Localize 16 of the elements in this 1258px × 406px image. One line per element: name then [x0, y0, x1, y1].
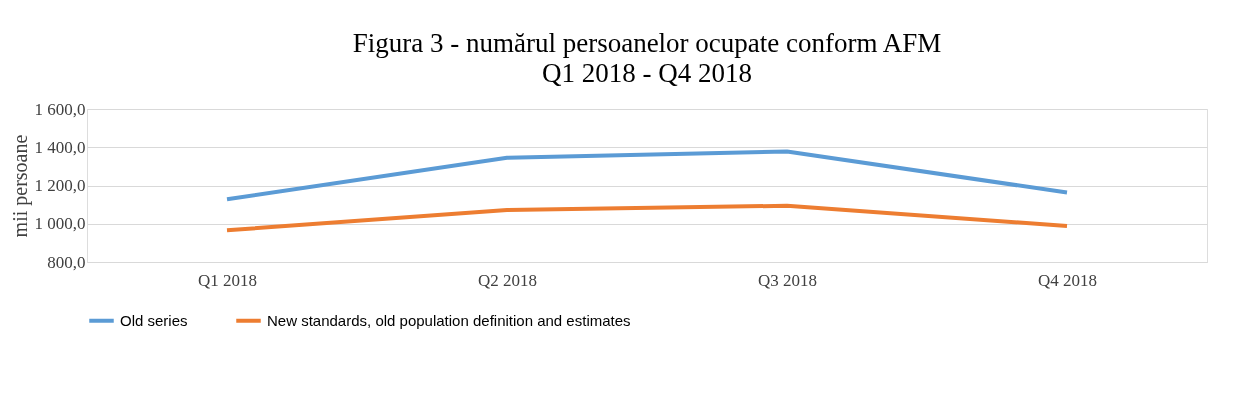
y-tick-label: 1 400,0 [34, 137, 86, 157]
x-tick-label: Q2 2018 [477, 270, 538, 290]
y-tick-label: 800,0 [47, 252, 86, 272]
legend-label: New standards, old population definition and estimates [267, 311, 631, 329]
x-tick-label: Q4 2018 [1037, 270, 1098, 290]
legend-label: Old series [120, 311, 188, 329]
y-axis-title: mii persoane [8, 134, 32, 238]
x-tick-label: Q1 2018 [197, 270, 258, 290]
y-tick-label: 1 000,0 [34, 214, 86, 234]
chart-subtitle: Q1 2018 - Q4 2018 [542, 58, 752, 88]
y-tick-label: 1 600,0 [34, 99, 86, 119]
chart-title: Figura 3 - numărul persoanelor ocupate conform AFM [352, 28, 942, 58]
line-series [225, 149, 1069, 202]
x-tick-label: Q3 2018 [757, 270, 818, 290]
line-series [225, 203, 1069, 233]
y-tick-label: 1 200,0 [34, 176, 86, 195]
